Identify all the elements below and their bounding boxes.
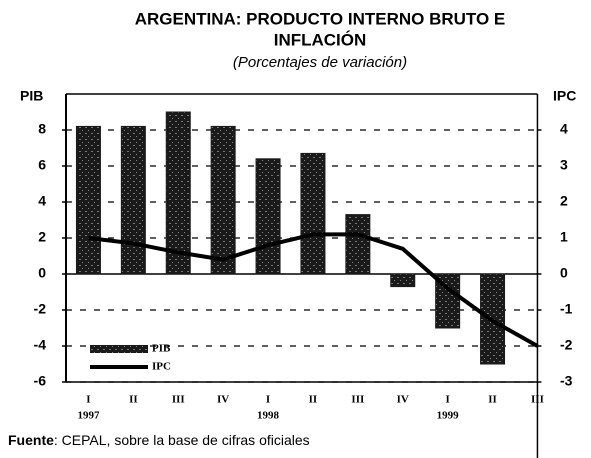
bar [300, 152, 326, 275]
x-tick-label: I [446, 394, 450, 406]
x-tick-label: I [86, 394, 90, 406]
bar [390, 273, 416, 288]
y-tick-label: 2 [38, 229, 46, 245]
x-tick-label: I [266, 394, 270, 406]
chart-title: ARGENTINA: PRODUCTO INTERNO BRUTO E [135, 9, 506, 28]
y-tick-label: 0 [38, 265, 46, 281]
y2-tick-label: 0 [560, 265, 568, 281]
y2-tick-label: -3 [560, 373, 573, 389]
chart-subtitle: (Porcentajes de variación) [233, 54, 407, 71]
line [88, 232, 539, 348]
x-tick-label: II [488, 394, 497, 406]
x-tick-label: III [351, 394, 364, 406]
legend-label: IPC [152, 361, 171, 373]
source-label: Fuente [8, 432, 54, 448]
y2-tick-label: -2 [560, 337, 573, 353]
y2-tick-label: 3 [560, 157, 568, 173]
x-tick-label: III [531, 394, 544, 406]
y-tick-label: 4 [38, 193, 46, 209]
bar [120, 125, 146, 275]
bar [75, 125, 101, 275]
x-tick-label: IV [397, 394, 409, 406]
y2-tick-label: -1 [560, 301, 573, 317]
bar [210, 125, 236, 275]
x-group-label: 1997 [77, 410, 100, 422]
x-tick-label: II [309, 394, 318, 406]
source-text: : CEPAL, sobre la base de cifras oficial… [54, 432, 310, 448]
y-tick-label: 6 [38, 157, 46, 173]
x-group-label: 1998 [257, 410, 280, 422]
y2-tick-label: 2 [560, 193, 568, 209]
y2-axis-label: IPC [553, 88, 576, 104]
legend-swatch [90, 345, 148, 353]
y2-tick-label: 4 [560, 121, 568, 137]
x-tick-label: II [129, 394, 138, 406]
x-tick-label: III [172, 394, 185, 406]
legend-label: PIB [152, 343, 171, 355]
bar [345, 214, 371, 275]
y-axis-label: PIB [20, 88, 43, 104]
y-tick-label: -4 [34, 337, 47, 353]
y2-tick-label: 1 [560, 229, 568, 245]
y-tick-label: -6 [34, 373, 47, 389]
bar [165, 111, 191, 275]
y-tick-label: 8 [38, 121, 46, 137]
bar [255, 158, 281, 275]
source: Fuente: CEPAL, sobre la base de cifras o… [8, 432, 310, 448]
chart-title: INFLACIÓN [274, 30, 367, 49]
x-group-label: 1999 [437, 410, 460, 422]
x-tick-label: IV [217, 394, 229, 406]
y-tick-label: -2 [34, 301, 47, 317]
